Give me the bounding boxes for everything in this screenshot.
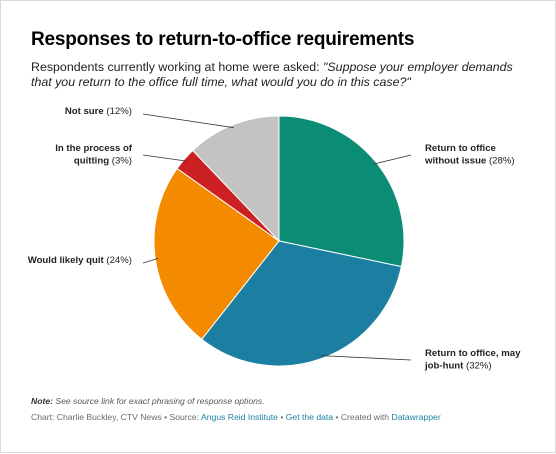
footer-separator: • Source: (161, 412, 202, 422)
slice-percent: (12%) (104, 106, 132, 117)
pie-slice[interactable] (192, 115, 280, 243)
source-link[interactable]: Angus Reid Institute (201, 412, 278, 422)
label-connector (142, 258, 159, 264)
slice-percent: (24%) (104, 255, 132, 266)
slice-label: Return to office, may job-hunt (32%) (424, 348, 521, 372)
slice-label: In the process of quitting (3%) (55, 143, 133, 167)
slice-category: Return to office (425, 143, 496, 154)
subtitle-intro: Respondents currently working at home we… (31, 60, 324, 74)
label-connector (142, 113, 234, 129)
slice-percent: (32%) (463, 361, 491, 372)
slice-percent: (28%) (486, 156, 514, 167)
subtitle-question: "Suppose your employer demands that you … (31, 60, 513, 89)
note-text: See source link for exact phrasing of re… (52, 396, 265, 406)
pie-slice[interactable] (201, 240, 402, 367)
footer-separator: • Created with (333, 412, 392, 422)
slice-category: job-hunt (424, 361, 464, 372)
note-label: Note: (31, 396, 53, 406)
chart-footer: Chart: Charlie Buckley, CTV News • Sourc… (31, 412, 441, 422)
slice-category: Return to office, may (425, 348, 521, 359)
get-data-link[interactable]: Get the data (285, 412, 334, 422)
slice-label: Return to office without issue (28%) (424, 143, 515, 167)
pie-slice[interactable] (153, 167, 280, 340)
label-connector (373, 154, 412, 165)
label-connector (320, 355, 412, 361)
pie-slice[interactable] (278, 115, 405, 268)
pie-slices (153, 115, 405, 367)
slice-category: quitting (74, 156, 109, 167)
slice-category: Would likely quit (28, 255, 105, 266)
slice-label: Would likely quit (24%) (28, 255, 132, 266)
credit-text: Chart: Charlie Buckley, CTV News (31, 412, 162, 422)
chart-title: Responses to return-to-office requiremen… (31, 29, 415, 50)
slice-labels: Return to office without issue (28%)Retur… (28, 106, 521, 372)
slice-category: without issue (424, 156, 486, 167)
footer-separator: • (277, 412, 286, 422)
chart-subtitle: Respondents currently working at home we… (31, 60, 531, 90)
datawrapper-link[interactable]: Datawrapper (391, 412, 441, 422)
slice-percent: (3%) (109, 156, 132, 167)
slice-category: In the process of (55, 143, 133, 154)
slice-label: Not sure (12%) (65, 106, 132, 117)
slice-category: Not sure (65, 106, 104, 117)
chart-note: Note: See source link for exact phrasing… (31, 396, 265, 406)
label-connector (142, 154, 187, 162)
